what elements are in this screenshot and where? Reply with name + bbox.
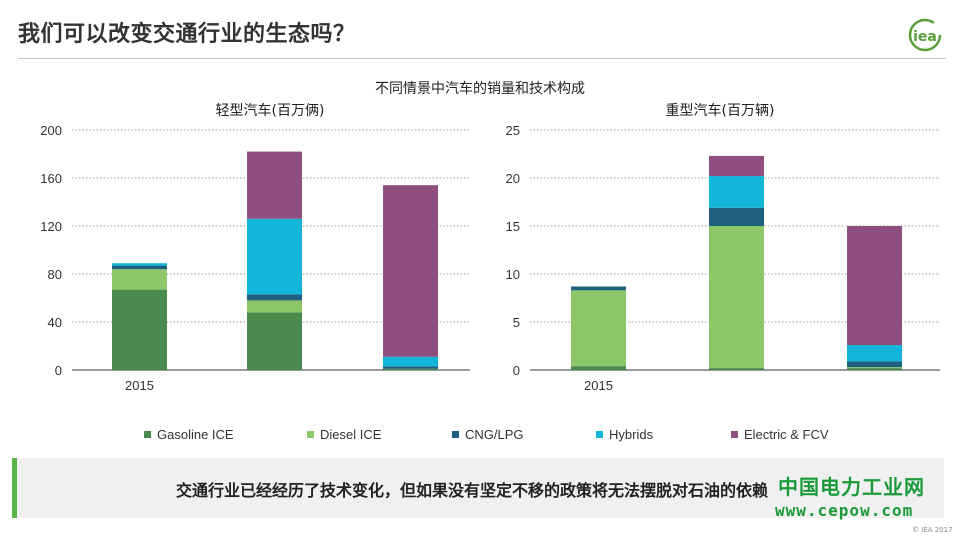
y-tick-label-1-1: 5 [513,315,520,330]
legend-label-electric: Electric & FCV [744,427,829,442]
bar-0-0-1 [112,269,167,290]
callout-text: 交通行业已经经历了技术变化，但如果没有坚定不移的政策将无法摆脱对石油的依赖 [175,481,768,500]
bar-1-2-2 [847,361,902,368]
legend-swatch-electric [731,431,738,438]
bar-0-2-2 [383,366,438,369]
slide-title: 我们可以改变交通行业的生态吗？ [18,22,356,47]
legend-swatch-diesel [307,431,314,438]
bar-0-1-3 [247,218,302,295]
bar-1-2-3 [847,345,902,362]
watermark-name: 中国电力工业网 [778,475,925,499]
callout-box: 交通行业已经经历了技术变化，但如果没有坚定不移的政策将无法摆脱对石油的依赖 [12,458,944,518]
bar-0-2-3 [383,356,438,367]
bar-1-2-0 [847,368,902,370]
y-tick-label-0-1: 40 [48,315,62,330]
bar-0-0-0 [112,289,167,370]
y-tick-label-0-2: 80 [48,267,62,282]
bar-0-2-4 [383,185,438,357]
legend-label-diesel: Diesel ICE [320,427,382,442]
bar-1-0-2 [571,286,626,291]
legend-swatch-cng [452,431,459,438]
legend: Gasoline ICE Diesel ICE CNG/LPG Hybrids … [0,427,960,447]
bar-1-1-2 [709,207,764,226]
y-tick-label-0-5: 200 [40,123,62,138]
title-divider [18,58,946,59]
bar-1-1-0 [709,368,764,370]
legend-item-hybrids: Hybrids [596,427,653,442]
bar-1-0-1 [571,290,626,367]
right-panel-title: 重型汽车(百万辆) [665,103,775,119]
bar-0-0-3 [112,263,167,266]
bar-0-1-2 [247,294,302,301]
y-tick-label-0-3: 120 [40,219,62,234]
callout-accent-bar [12,458,17,518]
bar-0-1-1 [247,300,302,313]
y-tick-label-1-4: 20 [506,171,520,186]
legend-label-hybrids: Hybrids [609,427,654,442]
x-tick-label-0-0: 2015 [125,378,154,393]
bar-0-1-0 [247,312,302,370]
bar-1-1-1 [709,226,764,369]
y-tick-label-0-0: 0 [55,363,62,378]
y-tick-label-1-2: 10 [506,267,520,282]
bar-1-0-0 [571,366,626,370]
left-panel-title: 轻型汽车(百万俩) [215,103,325,119]
chart-subtitle: 不同情景中汽车的销量和技术构成 [375,81,585,97]
x-tick-label-1-0: 2015 [584,378,613,393]
bar-1-2-4 [847,226,902,346]
legend-swatch-hybrids [596,431,603,438]
y-tick-label-1-5: 25 [506,123,520,138]
bar-1-1-3 [709,176,764,208]
y-tick-label-1-0: 0 [513,363,520,378]
iea-logo-text: iea [913,29,937,45]
bar-1-1-4 [709,155,764,177]
legend-item-diesel: Diesel ICE [307,427,381,442]
y-tick-label-0-4: 160 [40,171,62,186]
iea-logo: iea [908,18,942,52]
bar-1-2-1 [847,367,902,369]
iea-logo-ring-icon [908,18,942,52]
bar-0-0-2 [112,265,167,270]
legend-item-cng: CNG/LPG [452,427,524,442]
bar-0-2-0 [383,368,438,370]
y-tick-label-1-3: 15 [506,219,520,234]
copyright: © IEA 2017 [912,526,953,534]
legend-label-cng: CNG/LPG [465,427,524,442]
watermark-url: www.cepow.com [775,501,914,520]
legend-item-gasoline: Gasoline ICE [144,427,234,442]
legend-item-electric: Electric & FCV [731,427,829,442]
legend-swatch-gasoline [144,431,151,438]
bar-0-1-4 [247,151,302,219]
legend-label-gasoline: Gasoline ICE [157,427,234,442]
